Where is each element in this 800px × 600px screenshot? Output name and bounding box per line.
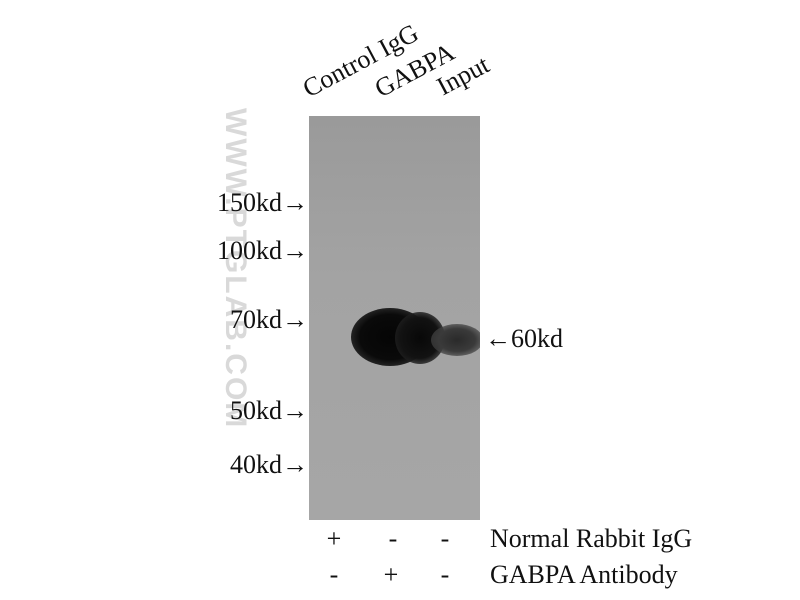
sign-row2-lane1: - [329, 560, 339, 589]
sign-row2-lane3: - [440, 560, 450, 589]
marker-50kd: 50kd→ [230, 396, 308, 425]
marker-150kd: 150kd→ [217, 188, 308, 217]
sign-row2-lane2: + [383, 560, 399, 589]
western-blot-membrane [309, 116, 480, 520]
condition-label-normal-rabbit-igg: Normal Rabbit IgG [490, 524, 693, 553]
band-size-label-60kd: ←60kd [485, 324, 563, 353]
marker-100kd: 100kd→ [217, 236, 308, 265]
sign-row1-lane1: + [326, 524, 342, 553]
band-input [431, 324, 480, 356]
watermark-text: WWW.PTGLAB.COM [219, 108, 252, 430]
marker-40kd: 40kd→ [230, 450, 308, 479]
condition-label-gabpa-antibody: GABPA Antibody [490, 560, 678, 589]
sign-row1-lane3: - [440, 524, 450, 553]
marker-70kd: 70kd→ [230, 305, 308, 334]
sign-row1-lane2: - [388, 524, 398, 553]
